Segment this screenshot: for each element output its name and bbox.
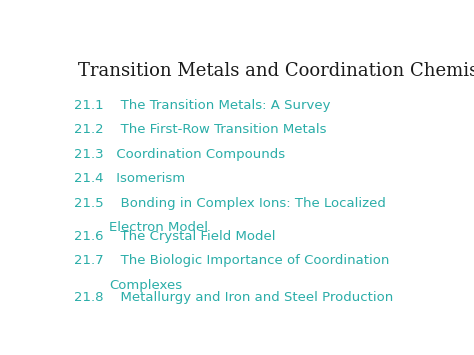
Text: 21.1    The Transition Metals: A Survey: 21.1 The Transition Metals: A Survey (74, 99, 330, 111)
Text: 21.4   Isomerism: 21.4 Isomerism (74, 173, 185, 185)
Text: Complexes: Complexes (109, 279, 182, 291)
Text: 21.8    Metallurgy and Iron and Steel Production: 21.8 Metallurgy and Iron and Steel Produ… (74, 291, 393, 304)
Text: 21.2    The First-Row Transition Metals: 21.2 The First-Row Transition Metals (74, 123, 327, 136)
Text: Electron Model: Electron Model (109, 221, 208, 234)
Text: 21.7    The Biologic Importance of Coordination: 21.7 The Biologic Importance of Coordina… (74, 255, 389, 267)
Text: 21.5    Bonding in Complex Ions: The Localized: 21.5 Bonding in Complex Ions: The Locali… (74, 197, 386, 210)
Text: 21.3   Coordination Compounds: 21.3 Coordination Compounds (74, 148, 285, 161)
Text: Transition Metals and Coordination Chemistry: Transition Metals and Coordination Chemi… (78, 62, 474, 80)
Text: 21.6    The Crystal Field Model: 21.6 The Crystal Field Model (74, 230, 275, 243)
